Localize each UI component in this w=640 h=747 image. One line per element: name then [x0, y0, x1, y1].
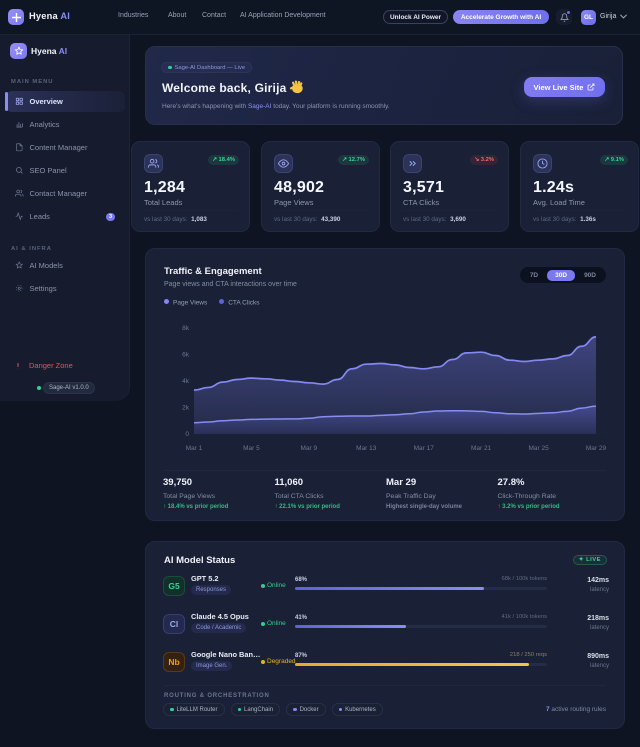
- svg-text:Mar 25: Mar 25: [528, 445, 549, 452]
- svg-text:Mar 5: Mar 5: [243, 445, 260, 452]
- svg-text:Mar 29: Mar 29: [586, 445, 607, 452]
- svg-text:Mar 1: Mar 1: [186, 445, 203, 452]
- svg-text:8k: 8k: [182, 325, 190, 332]
- svg-text:Mar 9: Mar 9: [301, 445, 318, 452]
- svg-text:4k: 4k: [182, 378, 190, 385]
- svg-text:0: 0: [185, 431, 189, 438]
- svg-text:6k: 6k: [182, 351, 190, 358]
- svg-text:Mar 17: Mar 17: [414, 445, 435, 452]
- svg-text:2k: 2k: [182, 405, 190, 412]
- svg-text:Mar 21: Mar 21: [471, 445, 492, 452]
- svg-text:Mar 13: Mar 13: [356, 445, 377, 452]
